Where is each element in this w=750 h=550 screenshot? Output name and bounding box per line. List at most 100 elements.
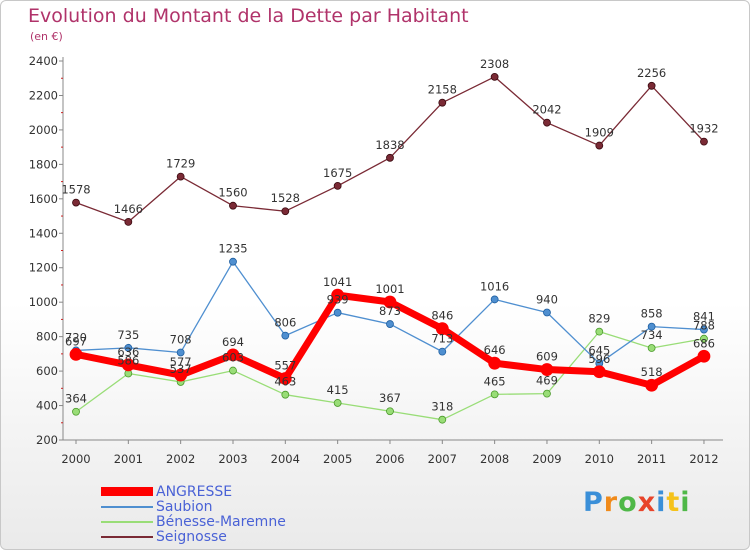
x-tick-label: 2005 <box>323 452 352 466</box>
data-point-benesse-maremne <box>386 407 394 416</box>
data-label-angresse: 518 <box>641 365 663 379</box>
data-point-angresse <box>488 356 502 370</box>
data-point-saubion <box>281 331 290 340</box>
data-point-angresse <box>278 372 292 385</box>
data-point-saubion <box>124 343 133 352</box>
data-label-seignosse: 1560 <box>218 186 247 200</box>
data-point-angresse <box>226 348 240 362</box>
legend-swatch-seignosse <box>101 536 153 538</box>
x-tick-label: 2008 <box>480 452 509 466</box>
data-label-benesse-maremne: 603 <box>222 351 244 365</box>
data-label-seignosse: 1675 <box>323 166 352 180</box>
legend-swatch-angresse <box>101 487 153 496</box>
data-label-benesse-maremne: 469 <box>536 374 558 388</box>
data-label-seignosse: 1729 <box>166 157 195 171</box>
data-label-saubion: 720 <box>65 330 87 344</box>
data-label-benesse-maremne: 364 <box>65 392 87 406</box>
data-label-saubion: 940 <box>536 293 558 307</box>
chart-data-labels: 697 636 577 694 557 1041 1001 846 646 609 596 518 68… <box>61 57 718 414</box>
data-point-benesse-maremne <box>490 390 499 399</box>
data-label-benesse-maremne: 463 <box>274 375 296 389</box>
data-label-saubion: 1235 <box>218 242 247 256</box>
y-tick-label: 1000 <box>29 295 58 309</box>
data-point-angresse <box>69 347 83 361</box>
data-point-benesse-maremne <box>595 327 604 336</box>
data-point-seignosse <box>647 81 656 90</box>
data-point-saubion <box>229 257 237 266</box>
legend-label-seignosse: Seignosse <box>156 529 227 545</box>
y-tick-label: 1400 <box>29 226 58 240</box>
data-label-saubion: 645 <box>588 343 610 357</box>
data-label-saubion: 939 <box>327 293 349 307</box>
data-label-angresse: 686 <box>693 336 715 350</box>
data-label-seignosse: 1909 <box>585 126 614 140</box>
logo-letter: i <box>680 487 691 518</box>
data-label-saubion: 708 <box>170 332 192 346</box>
data-label-seignosse: 1578 <box>61 183 90 197</box>
data-label-saubion: 806 <box>274 316 296 330</box>
data-point-benesse-maremne <box>333 399 342 407</box>
data-label-seignosse: 2308 <box>480 57 509 71</box>
data-point-saubion <box>438 347 447 356</box>
data-label-seignosse: 1528 <box>271 191 300 205</box>
data-label-angresse: 1041 <box>323 275 352 289</box>
y-tick-label: 600 <box>36 364 58 378</box>
data-point-saubion <box>333 308 342 317</box>
data-point-seignosse <box>595 141 604 150</box>
y-tick-label: 2000 <box>29 123 58 137</box>
data-point-angresse <box>645 378 659 392</box>
data-point-seignosse <box>176 172 185 181</box>
data-label-saubion: 713 <box>431 332 453 346</box>
chart-axes: 200 400 600 800 1000 1200 1400 1600 1800 2000 2200… <box>29 54 723 466</box>
data-label-seignosse: 2042 <box>532 103 561 117</box>
logo-letter: r <box>603 487 619 518</box>
data-point-benesse-maremne <box>72 407 80 416</box>
logo-letter: P <box>583 487 604 518</box>
legend-label-angresse: ANGRESSE <box>156 484 233 500</box>
data-label-benesse-maremne: 415 <box>327 383 349 397</box>
legend-label-saubion: Saubion <box>156 499 213 515</box>
data-label-angresse: 1001 <box>375 282 404 296</box>
data-point-angresse <box>592 365 606 379</box>
data-label-angresse: 697 <box>65 334 87 348</box>
data-point-saubion <box>386 320 394 328</box>
data-point-saubion <box>647 322 656 331</box>
y-tick-label: 1600 <box>29 192 58 206</box>
data-point-angresse <box>174 368 188 382</box>
data-point-benesse-maremne <box>438 415 447 424</box>
x-tick-label: 2006 <box>375 452 404 466</box>
data-label-seignosse: 2158 <box>428 83 457 97</box>
data-point-angresse <box>540 363 554 376</box>
data-label-benesse-maremne: 367 <box>379 391 401 405</box>
chart-subtitle: (en €) <box>30 30 63 43</box>
data-label-saubion: 841 <box>693 310 715 324</box>
data-point-seignosse <box>543 118 551 127</box>
data-label-seignosse: 1466 <box>114 202 143 216</box>
data-label-angresse: 646 <box>484 343 506 357</box>
data-point-seignosse <box>490 72 499 81</box>
data-label-benesse-maremne: 734 <box>641 328 663 342</box>
data-label-angresse: 846 <box>431 309 453 323</box>
logo-letter: i <box>656 487 667 518</box>
data-label-saubion: 873 <box>379 304 401 318</box>
data-point-saubion <box>700 325 708 334</box>
data-point-angresse <box>697 349 711 363</box>
x-tick-label: 2012 <box>689 452 718 466</box>
x-tick-label: 2002 <box>166 452 195 466</box>
chart-title: Evolution du Montant de la Dette par Hab… <box>28 5 469 27</box>
data-label-saubion: 1016 <box>480 279 509 293</box>
legend-label-benesse-maremne: Bénesse-Maremne <box>156 514 286 530</box>
data-label-angresse: 557 <box>274 358 296 372</box>
data-point-seignosse <box>124 218 133 226</box>
data-point-benesse-maremne <box>543 389 551 398</box>
data-label-benesse-maremne: 788 <box>693 319 715 333</box>
data-point-seignosse <box>72 198 80 207</box>
data-label-benesse-maremne: 537 <box>170 362 192 376</box>
data-point-benesse-maremne <box>229 366 237 375</box>
y-tick-label: 2400 <box>29 54 58 68</box>
x-tick-label: 2010 <box>585 452 614 466</box>
data-point-saubion <box>490 295 499 304</box>
data-point-seignosse <box>333 181 342 190</box>
